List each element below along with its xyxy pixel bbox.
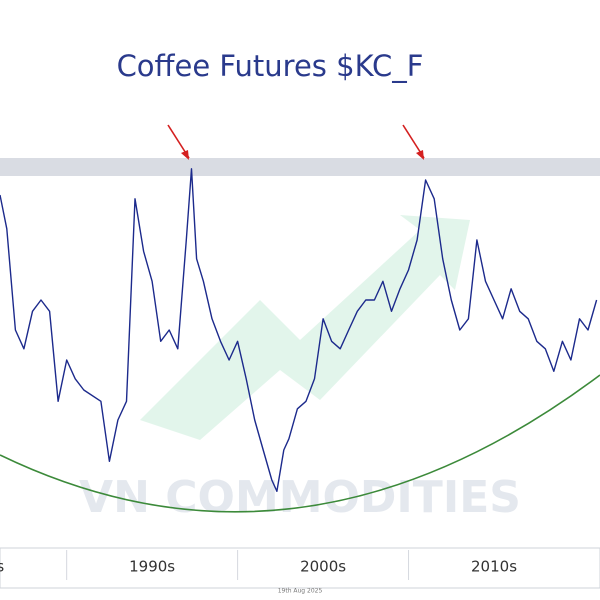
x-tick-label: 2000s xyxy=(300,558,346,576)
resistance-band xyxy=(0,158,600,176)
x-axis-band xyxy=(0,547,600,589)
plot xyxy=(0,168,598,492)
chart-title: Coffee Futures $KC_F xyxy=(117,49,424,83)
price-line xyxy=(0,168,598,492)
trend-curve xyxy=(0,374,600,513)
x-tick-label: 2010s xyxy=(471,558,517,576)
watermark: VN COMMODITIES xyxy=(79,472,521,523)
watermark-arrow xyxy=(140,215,470,440)
x-tick-label: 1990s xyxy=(129,558,175,576)
date-note: 19th Aug 2025 xyxy=(278,588,323,595)
arrow-head xyxy=(416,150,424,160)
arrow-head xyxy=(181,150,189,160)
x-tick-label: 1980s xyxy=(0,558,4,576)
